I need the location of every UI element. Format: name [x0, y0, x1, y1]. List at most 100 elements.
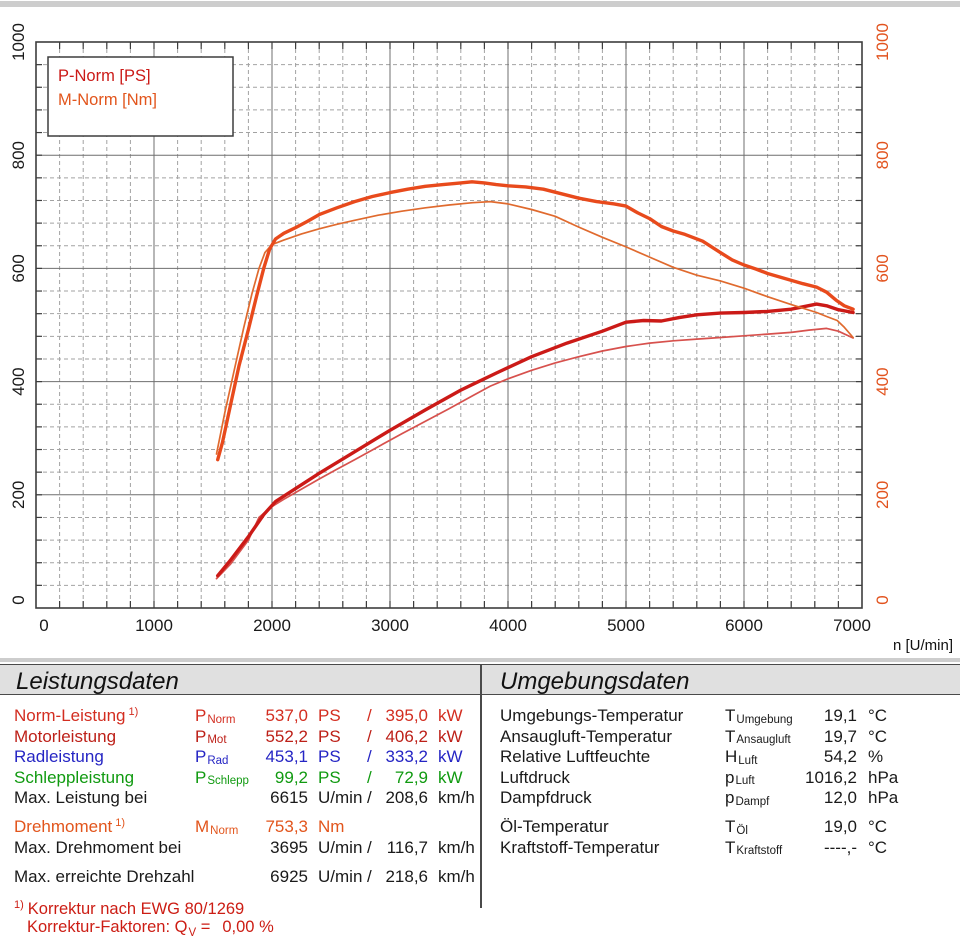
value-separator: / — [367, 767, 372, 787]
metric-unit-2: kW — [438, 726, 463, 746]
svg-text:3000: 3000 — [371, 616, 409, 635]
leistung-row: Drehmoment 1) M Norm 753,3 Nm — [0, 817, 478, 838]
footnote-text: Korrektur nach EWG 80/1269 — [27, 900, 245, 918]
leistung-row: Schleppleistung P Schlepp 99,2 PS / 72,9 kW — [0, 768, 478, 789]
leistung-row: Max. Leistung bei 6615 U/min/ 208,6 km/h — [0, 788, 478, 809]
x-axis-title: n [U/min] — [893, 637, 953, 654]
metric-value-2: 72,9 — [394, 767, 428, 787]
metric-symbol: p Dampf — [725, 788, 770, 808]
y-axis-labels-right: 0 200 400 600 800 1000 — [873, 23, 892, 605]
umgebung-row: Dampfdruck p Dampf 12,0 hPa — [480, 788, 960, 809]
metric-value: 753,3 — [265, 817, 308, 836]
metric-value: 19,7 — [823, 726, 857, 746]
metric-unit: hPa — [868, 767, 899, 787]
metric-unit: Nm — [318, 817, 345, 836]
legend-entry-torque: M-Norm [Nm] — [58, 91, 157, 109]
umgebung-row: Relative Luftfeuchte H Luft 54,2% — [480, 747, 960, 768]
metric-value: 6925 — [270, 866, 308, 886]
svg-text:0: 0 — [873, 595, 892, 604]
metric-unit: °C — [868, 706, 888, 725]
metric-label: Radleistung — [14, 747, 104, 766]
metric-unit: °C — [868, 726, 888, 746]
footnote2-label: Korrektur-Faktoren: Q — [27, 918, 188, 936]
svg-text:1000: 1000 — [135, 616, 173, 635]
svg-text:800: 800 — [873, 141, 892, 169]
metric-unit: °C — [868, 837, 888, 857]
metric-label: Dampfdruck — [500, 788, 592, 807]
svg-text:7000: 7000 — [833, 616, 871, 635]
value-separator: / — [367, 837, 372, 857]
metric-label: Motorleistung — [14, 726, 117, 746]
footnote-correction-standard: 1) Korrektur nach EWG 80/1269 — [14, 895, 274, 918]
metric-value: 6615 — [270, 788, 308, 807]
m-second-run-curve — [215, 200, 854, 455]
metric-value: 453,1 — [265, 747, 308, 766]
value-separator: / — [367, 788, 372, 807]
metric-value-2: 116,7 — [386, 837, 428, 857]
metric-label: Drehmoment 1) — [14, 817, 125, 838]
leistung-row: Max. Drehmoment bei 3695 U/min/ 116,7 km/h — [0, 838, 478, 859]
m-norm-curve — [215, 180, 855, 462]
axis-ticks — [36, 42, 862, 608]
metric-unit-2: kW — [438, 767, 463, 787]
metric-unit-2: km/h — [438, 788, 475, 807]
metric-label: Max. erreichte Drehzahl — [14, 866, 195, 886]
metric-value-2: 406,2 — [385, 726, 428, 746]
metric-label: Luftdruck — [500, 767, 570, 787]
metric-unit-2: kW — [438, 706, 463, 725]
footnote2-equals: = — [196, 918, 211, 936]
metric-value: 1016,2 — [805, 767, 857, 787]
metric-label: Öl-Temperatur — [500, 817, 609, 836]
value-separator: / — [367, 706, 372, 725]
x-axis-labels: 0 1000 2000 3000 4000 5000 6000 7000 n [U/min] — [39, 616, 953, 654]
top-edge-strip — [0, 1, 960, 7]
metric-value: 3695 — [270, 837, 308, 857]
metric-label: Max. Drehmoment bei — [14, 837, 182, 857]
svg-text:0: 0 — [39, 616, 48, 635]
metric-symbol: T Ansaugluft — [725, 726, 791, 747]
metric-unit: U/min — [318, 866, 363, 886]
metric-value-2: 208,6 — [385, 788, 428, 807]
footnotes: 1) Korrektur nach EWG 80/1269 Korrektur-F… — [14, 895, 274, 939]
metric-symbol: P Mot — [195, 726, 227, 747]
umgebung-row: Öl-Temperatur T Öl 19,0 °C — [480, 817, 960, 838]
p-norm-curve — [215, 302, 855, 578]
metric-unit: °C — [868, 817, 888, 836]
metric-unit: % — [868, 747, 884, 766]
leistung-row: Max. erreichte Drehzahl 6925 U/min/ 218,6 km… — [0, 867, 478, 888]
leistung-row: Norm-Leistung 1) P Norm 537,0 PS / 395,0 kW — [0, 706, 478, 727]
grid-major — [36, 42, 862, 608]
footnote-marker: 1) — [115, 817, 126, 829]
metric-value: ----,- — [823, 837, 857, 857]
legend-entry-power: P-Norm [PS] — [58, 67, 151, 85]
metric-value-2: 218,6 — [385, 866, 428, 886]
footnote-marker: 1) — [14, 899, 24, 911]
metric-symbol: P Norm — [195, 706, 236, 726]
chart-legend: P-Norm [PS] M-Norm [Nm] — [47, 56, 234, 137]
metric-unit: PS — [318, 726, 341, 746]
metric-label: Umgebungs-Temperatur — [500, 706, 684, 725]
metric-label: Schleppleistung — [14, 767, 135, 787]
svg-text:400: 400 — [873, 367, 892, 395]
svg-text:5000: 5000 — [607, 616, 645, 635]
metric-value-2: 333,2 — [385, 747, 428, 766]
metric-label: Relative Luftfeuchte — [500, 747, 651, 766]
umgebungsdaten-title: Umgebungsdaten — [500, 668, 690, 695]
metric-symbol: T Umgebung — [725, 706, 793, 726]
svg-text:200: 200 — [9, 481, 28, 509]
metric-symbol: T Kraftstoff — [725, 837, 783, 858]
svg-text:400: 400 — [9, 367, 28, 395]
metric-unit: PS — [318, 767, 341, 787]
metric-label: Norm-Leistung 1) — [14, 706, 138, 727]
svg-text:200: 200 — [873, 481, 892, 509]
metric-symbol: P Rad — [195, 747, 229, 767]
value-separator: / — [367, 747, 372, 766]
metric-symbol: p Luft — [725, 767, 755, 788]
umgebungsdaten-rows: Umgebungs-Temperatur T Umgebung 19,1 °C Ansau… — [480, 706, 960, 858]
svg-text:4000: 4000 — [489, 616, 527, 635]
metric-unit-2: km/h — [438, 837, 475, 857]
svg-text:800: 800 — [9, 141, 28, 169]
metric-unit: PS — [318, 747, 341, 766]
panel-divider — [480, 664, 482, 908]
